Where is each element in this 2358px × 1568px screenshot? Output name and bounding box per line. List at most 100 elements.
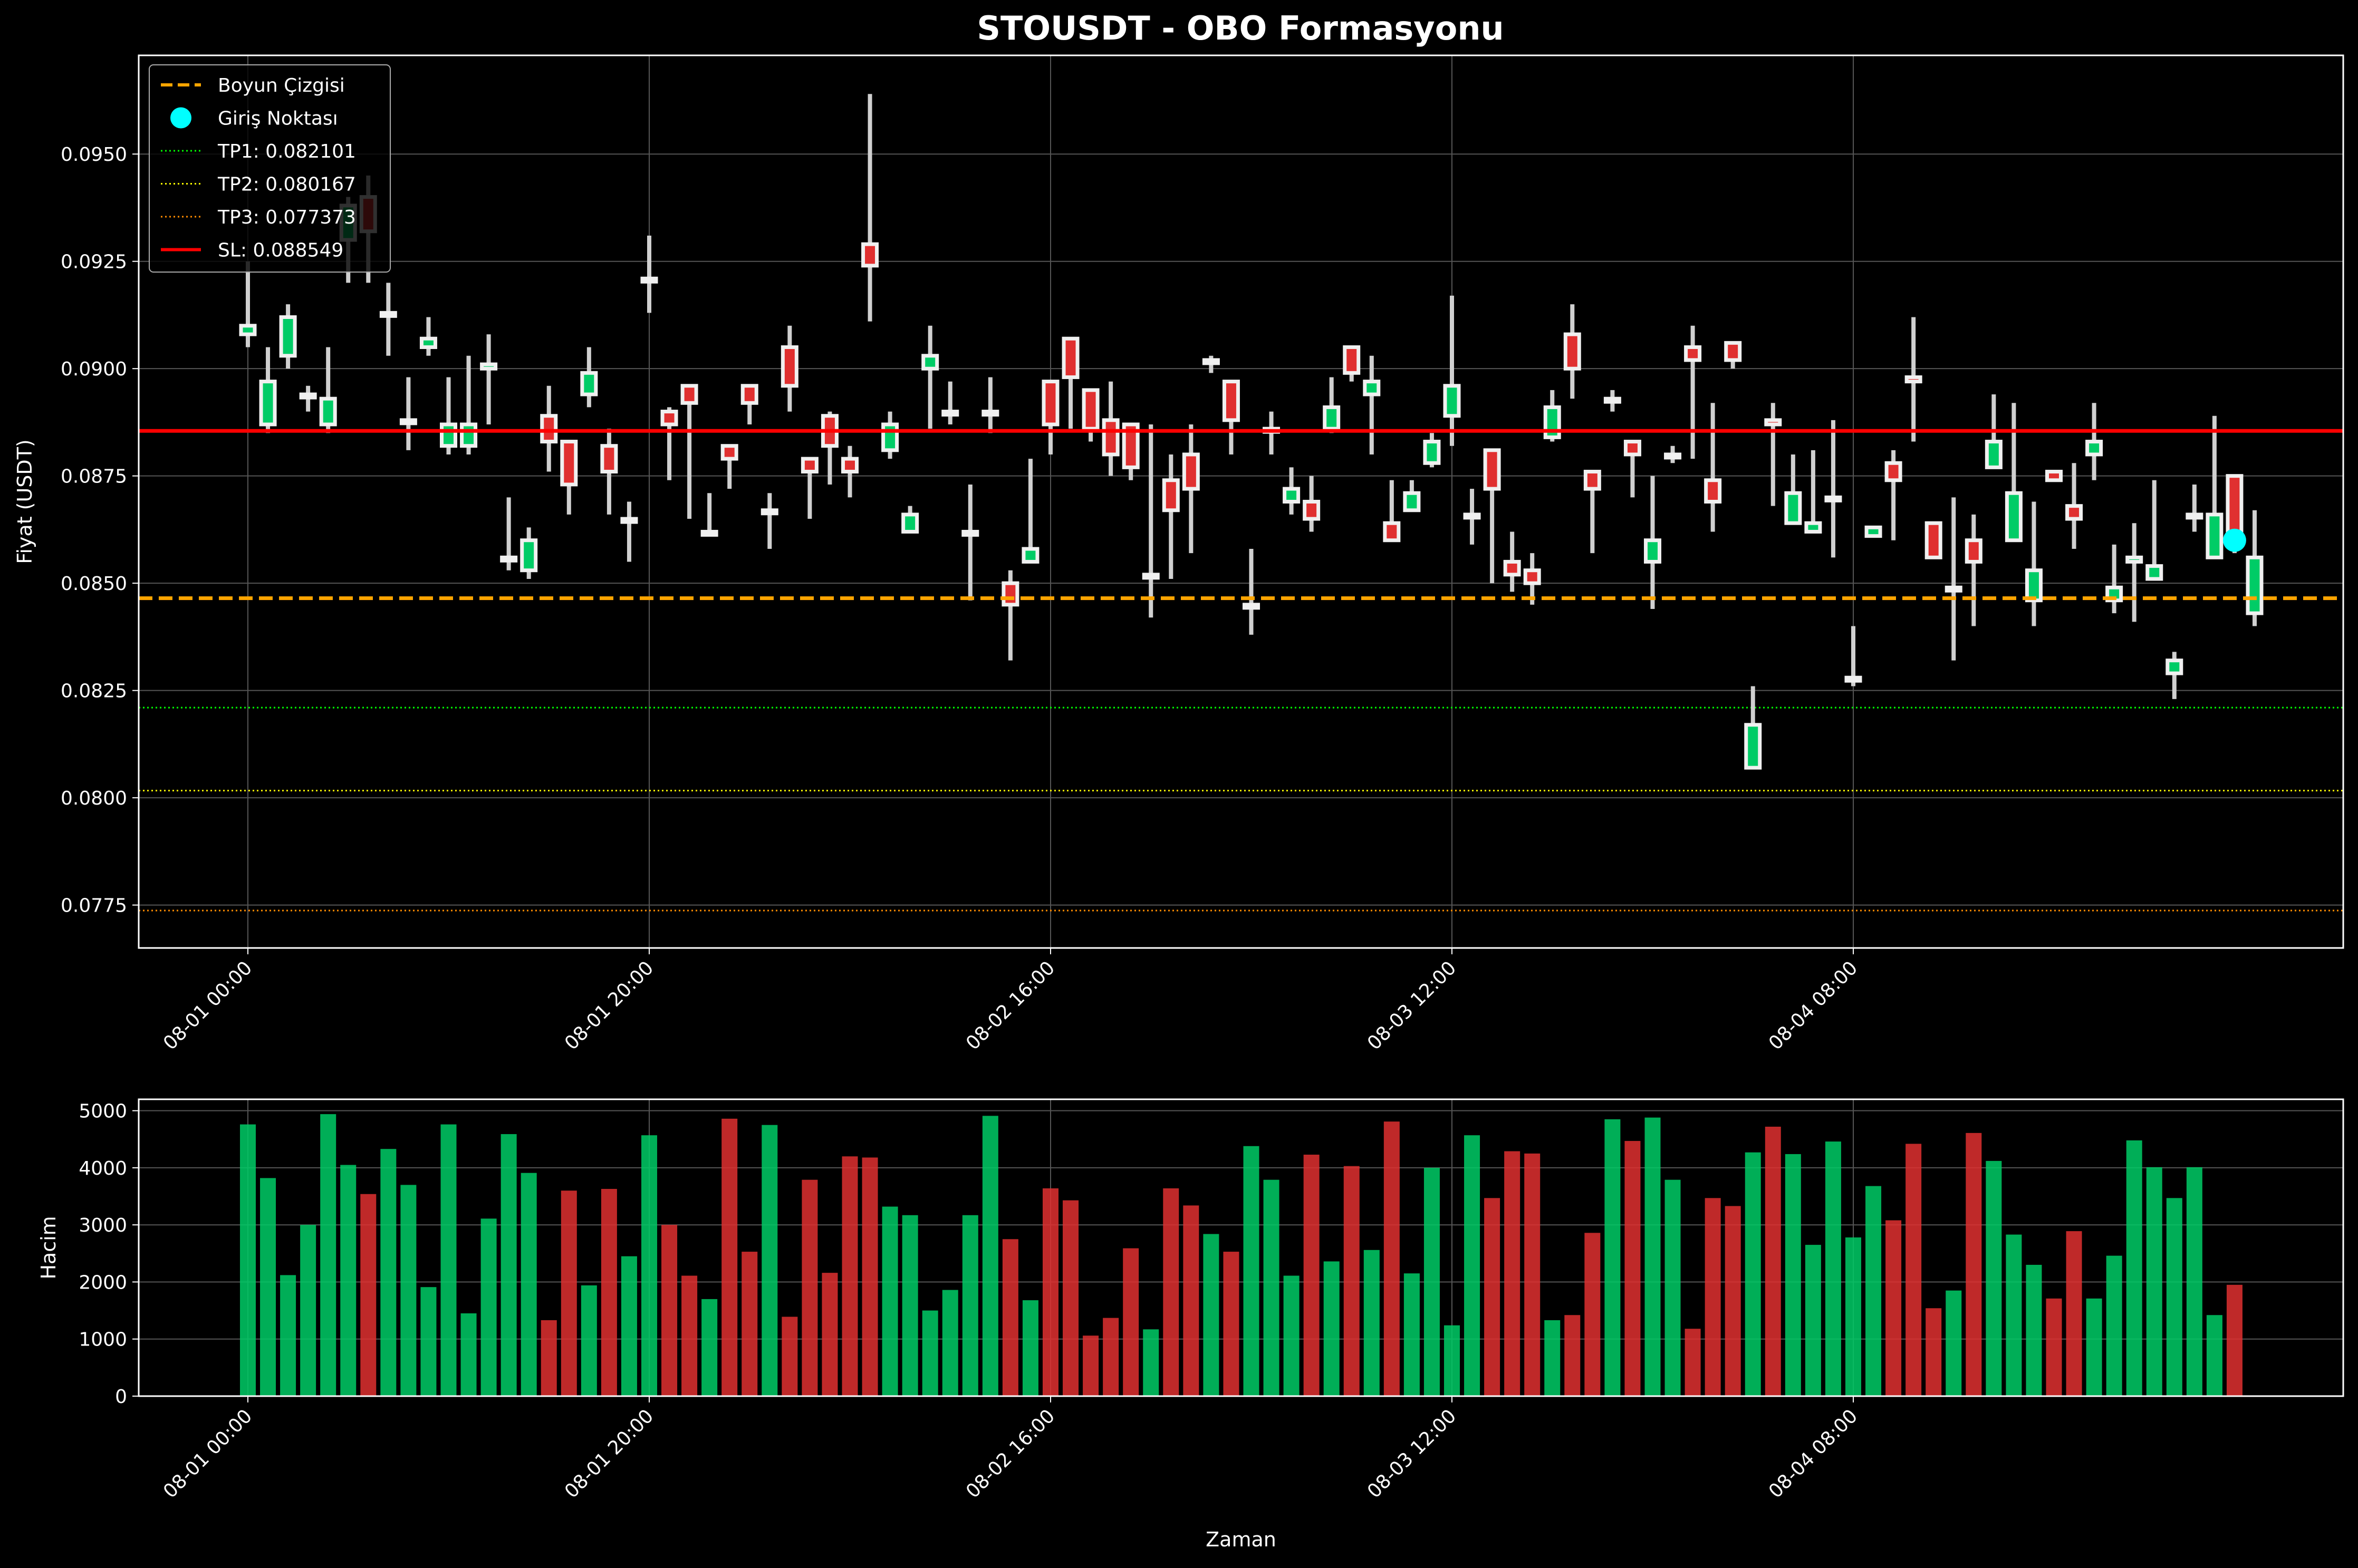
candle (1583, 470, 1601, 554)
candle-body-bullish (1744, 723, 1762, 770)
volume-bar (762, 1125, 778, 1396)
candle-body-bearish (540, 414, 558, 444)
candle (1443, 295, 1461, 446)
candle-body-bullish (1945, 585, 1962, 593)
volume-bar (1083, 1335, 1099, 1396)
volume-bar (902, 1215, 918, 1396)
volume-bar (1926, 1308, 1942, 1396)
candle (1403, 480, 1421, 512)
volume-bar (300, 1225, 316, 1396)
volume-bar (400, 1185, 417, 1396)
legend-label: Boyun Çizgisi (218, 75, 345, 96)
candle (1483, 448, 1501, 584)
price-tick-label: 0.0900 (61, 359, 127, 380)
candle (2165, 652, 2183, 699)
candle (881, 411, 899, 459)
volume-bar (882, 1206, 898, 1396)
candle (1764, 403, 1782, 506)
candle (399, 377, 417, 450)
candle-body-bearish (1764, 418, 1782, 427)
candle (2125, 523, 2143, 622)
candle (1603, 390, 1621, 412)
candle-body-bullish (1243, 603, 1260, 610)
volume-bar (2106, 1255, 2122, 1396)
candle (1864, 525, 1882, 538)
candle-body-bullish (480, 362, 498, 371)
volume-bar (1946, 1290, 1962, 1396)
candle (2145, 480, 2163, 581)
volume-bar (782, 1317, 798, 1396)
candle-body-bullish (1985, 440, 2003, 469)
candle-body-bearish (1904, 375, 1922, 384)
candle (620, 501, 638, 562)
candle-body-bullish (1443, 384, 1461, 418)
candle-body-bearish (781, 345, 798, 388)
volume-bar (1263, 1179, 1279, 1396)
volume-bar (440, 1124, 457, 1396)
candle (861, 94, 879, 322)
candle-body-bearish (1062, 336, 1080, 379)
candle-body-bearish (1563, 332, 1581, 371)
candle-body-bearish (1222, 380, 1240, 422)
volume-panel-frame (138, 1098, 2344, 1397)
candle-body-bullish (941, 410, 959, 417)
candle (600, 429, 618, 515)
candle (1002, 570, 1019, 661)
volume-bar (1725, 1206, 1741, 1396)
volume-bar (1043, 1188, 1058, 1396)
legend-item: Giriş Noktası (170, 107, 338, 130)
legend-label: Giriş Noktası (218, 108, 338, 130)
candle (1343, 345, 1361, 382)
candle-body-bearish (2065, 504, 2083, 521)
volume-bar (701, 1299, 718, 1396)
candle (279, 304, 297, 369)
candle (841, 446, 859, 498)
price-axis-label: Fiyat (USDT) (13, 439, 36, 564)
volume-bar (460, 1313, 477, 1396)
candle (1062, 336, 1080, 429)
volume-bar (1885, 1220, 1902, 1396)
candle-body-bullish (1142, 573, 1160, 580)
volume-tick-label: 4000 (79, 1158, 127, 1179)
volume-bar (1845, 1237, 1861, 1396)
candle-body-bearish (1724, 341, 1742, 362)
candle-body-bearish (1182, 452, 1200, 491)
volume-bar (1905, 1144, 1922, 1396)
volume-bar (601, 1188, 617, 1396)
candle (640, 235, 658, 313)
candle-body-bullish (500, 555, 518, 563)
candle (680, 384, 698, 519)
candle-body-bullish (961, 529, 979, 537)
volume-bar (1143, 1329, 1159, 1396)
candle (781, 325, 798, 412)
candle-body-bullish (1664, 452, 1682, 460)
volume-bar (2026, 1264, 2042, 1396)
volume-tick-label: 3000 (79, 1215, 127, 1236)
legend-item: TP3: 0.077373 (161, 207, 356, 228)
volume-bar (1002, 1239, 1018, 1396)
candle-body-bullish (1543, 405, 1561, 439)
candle (700, 493, 718, 537)
volume-bar (1243, 1146, 1259, 1396)
candle-body-bearish (1102, 418, 1120, 457)
volume-bar (1685, 1329, 1701, 1396)
volume-bar (1664, 1179, 1681, 1396)
candle (1463, 489, 1481, 545)
candle-body-bearish (1965, 538, 1982, 564)
candle-body-bearish (1303, 500, 1321, 521)
volume-bar (1604, 1119, 1621, 1396)
candle-body-bullish (981, 410, 999, 417)
candle-body-bullish (1403, 491, 1421, 512)
volume-bar (1103, 1318, 1119, 1396)
candle (520, 527, 538, 579)
candle (259, 347, 277, 433)
candle (1102, 381, 1120, 476)
volume-bar (1745, 1152, 1761, 1396)
time-axis-label: Zaman (1206, 1528, 1276, 1551)
candle-body-bullish (1202, 358, 1220, 365)
volume-bar (260, 1178, 276, 1396)
volume-bar (2166, 1198, 2182, 1396)
volume-bar (2006, 1234, 2022, 1396)
volume-bar (1363, 1250, 1380, 1396)
